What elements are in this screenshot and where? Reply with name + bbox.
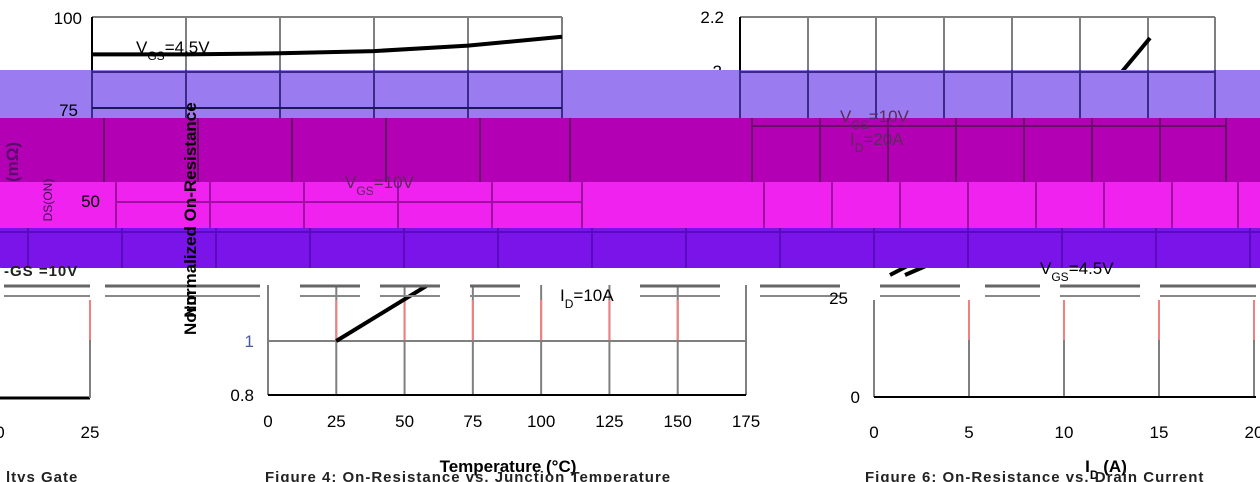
id-chart-x-ticks: 0 5 10 15 20 [869, 423, 1260, 442]
id-x-axis-title: ID (A) [1085, 457, 1127, 482]
temp-x-tick: 25 [327, 412, 346, 431]
rdson-y-tick-100: 100 [54, 9, 82, 28]
id-x-tick: 15 [1150, 423, 1169, 442]
id-y-tick-0: 0 [851, 388, 860, 407]
temp-y-tick: 0.8 [230, 386, 254, 405]
band-grid-lines [0, 70, 1260, 297]
temp-y-tick-22: 2.2 [700, 8, 724, 27]
temp-y-axis-title: Normalized On-Resistance [181, 102, 200, 317]
temp-annotation-vgs45: VGS=4.5V [1040, 259, 1114, 284]
rdson-y-tick-75: 75 [59, 101, 78, 120]
temp-x-tick: 75 [463, 412, 482, 431]
temp-annotation-id10: ID=10A [560, 286, 614, 311]
id-chart: 0 5 10 15 20 [869, 300, 1260, 442]
rdson-y-axis-unit: (mΩ) [3, 142, 22, 182]
rdson-annotation-vgs10: VGS=10V [345, 173, 415, 198]
garbled-left-label: -GS =10V [4, 263, 78, 280]
temp-x-tick: 125 [595, 412, 623, 431]
temp-annotation-id20: ID=20A [850, 130, 904, 155]
id-chart-grid [873, 300, 1256, 398]
rdson-x-tick-25: 25 [81, 423, 100, 442]
rdson-y-tick-25: 25 [829, 289, 848, 308]
temp-x-tick: 150 [664, 412, 692, 431]
temp-x-tick: 0 [263, 412, 272, 431]
garbled-mid-label: Norm [181, 291, 200, 335]
caption-right: Figure 6: On-Resistance vs. Drain Curren… [865, 469, 1204, 482]
band-magenta [0, 118, 1260, 182]
id-x-tick: 5 [964, 423, 973, 442]
rdson-annotation-vgs45: VGS=4.5V [136, 38, 210, 63]
id-x-tick: 20 [1245, 423, 1260, 442]
rdson-chart-grid [0, 16, 563, 400]
temp-x-tick: 50 [395, 412, 414, 431]
rdson-y-tick-50: 50 [81, 192, 100, 211]
temp-x-tick: 100 [527, 412, 555, 431]
temp-y-tick: 1 [245, 332, 254, 351]
temp-x-tick: 175 [732, 412, 760, 431]
temp-chart-grid [267, 16, 1216, 396]
temp-annotation-vgs10: VGS=10V [840, 107, 910, 132]
id-x-tick: 10 [1055, 423, 1074, 442]
temp-chart-x-ticks: 0 25 50 75 100 125 150 175 [263, 412, 760, 431]
rdson-y-axis-sub: DS(ON) [41, 179, 55, 222]
temp-series-vgs10-low [335, 287, 423, 343]
caption-left: ltvs Gate [6, 469, 78, 482]
id-x-tick: 0 [869, 423, 878, 442]
band-purple [0, 70, 1260, 118]
rdson-series-vgs45 [92, 34, 563, 57]
rdson-x-tick-0: 0 [0, 423, 5, 442]
band-violet [0, 228, 1260, 268]
caption-middle: Figure 4: On-Resistance vs. Junction Tem… [265, 469, 671, 482]
temp-chart-x-title: Temperature (°C) [440, 457, 577, 476]
